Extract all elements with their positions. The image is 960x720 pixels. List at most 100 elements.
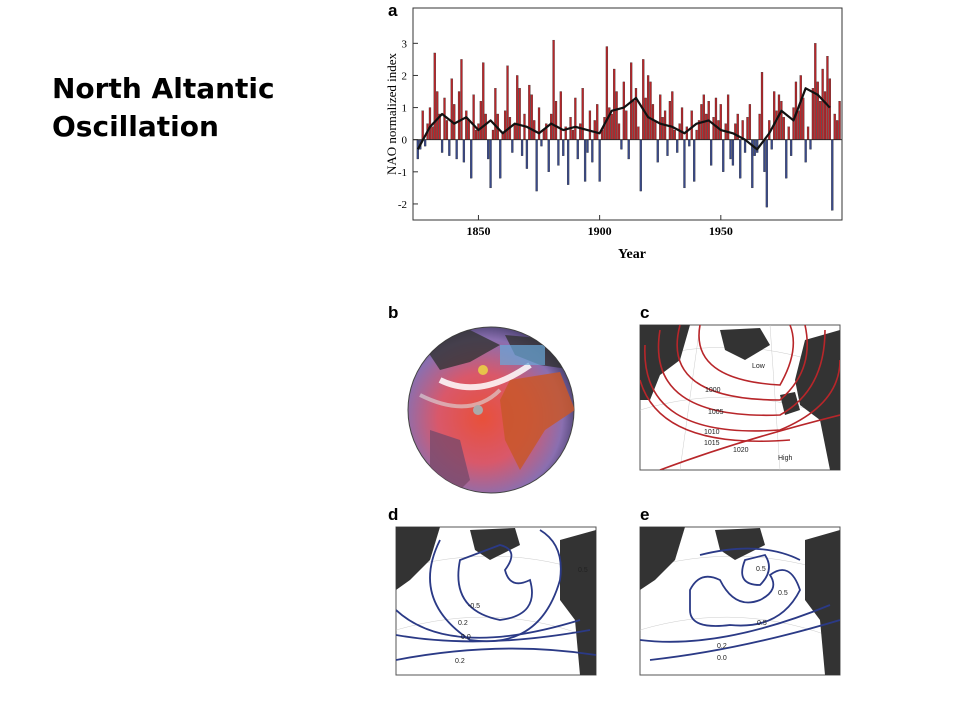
bar (634, 88, 638, 140)
bar (440, 139, 444, 153)
bar (831, 139, 834, 211)
bar (574, 97, 577, 140)
bar (613, 68, 616, 140)
bar (821, 68, 824, 140)
bar (462, 139, 466, 163)
bar (823, 91, 827, 140)
map-label: 0.2 (458, 620, 468, 627)
bar (460, 59, 463, 140)
bar (734, 123, 737, 140)
bar (763, 139, 766, 172)
bar (516, 75, 519, 140)
bar (673, 129, 676, 140)
bar (598, 139, 601, 182)
bar (520, 139, 524, 156)
bar (802, 97, 805, 140)
map-label: 0.2 (717, 643, 727, 650)
bar (583, 139, 587, 182)
bar (537, 107, 541, 140)
bar (797, 110, 800, 140)
bar (770, 139, 773, 150)
bar (525, 139, 529, 169)
bar (436, 91, 439, 140)
bar (487, 139, 490, 160)
bar (748, 104, 752, 140)
bar (785, 139, 788, 179)
bar (705, 113, 708, 140)
bar (651, 104, 655, 140)
bar (836, 120, 839, 140)
map-label: 1010 (704, 429, 720, 436)
bar (661, 117, 664, 140)
bar (484, 113, 487, 140)
bar (615, 91, 618, 140)
bar (838, 101, 841, 140)
pressure-map (639, 324, 841, 471)
bar (499, 139, 502, 179)
bar (731, 139, 735, 166)
bar (511, 139, 514, 153)
map-label: 1020 (733, 447, 749, 454)
bar (620, 139, 623, 150)
map-label: Low (752, 363, 766, 370)
bar (562, 139, 565, 156)
bar (588, 110, 592, 140)
map-label: -0.5 (468, 603, 480, 610)
smoothed-line (416, 87, 831, 151)
correlation-map (395, 526, 597, 676)
bar (559, 91, 562, 140)
map-label: 1015 (704, 440, 720, 447)
bar (566, 139, 570, 185)
bar (472, 94, 475, 140)
bar (489, 139, 492, 189)
bar (443, 97, 446, 140)
bar (714, 97, 718, 140)
bar (477, 123, 480, 140)
bar (712, 117, 715, 140)
bar (455, 139, 458, 160)
plot-frame (412, 7, 843, 221)
bar (722, 139, 725, 172)
y-tick-label: -2 (398, 199, 407, 211)
bar (632, 101, 635, 140)
bar (683, 139, 686, 189)
bar (814, 43, 817, 140)
y-axis-label: NAO normalized index (384, 52, 399, 175)
map-label: 1005 (708, 409, 724, 416)
bar (809, 139, 812, 150)
bar (457, 91, 461, 140)
x-axis-label: Year (618, 247, 646, 262)
bar (656, 139, 659, 163)
globe-map (407, 326, 575, 494)
panel-label: b (388, 303, 398, 322)
panel-label: d (388, 505, 398, 524)
y-tick-label: 3 (402, 38, 408, 50)
bar (826, 56, 829, 140)
bar (625, 110, 628, 140)
bar (792, 107, 795, 140)
bar (428, 107, 432, 140)
bar (666, 139, 669, 156)
bar (741, 120, 744, 140)
bar (719, 104, 722, 140)
correlation-map (639, 526, 841, 676)
bar (739, 139, 742, 179)
bar (654, 120, 657, 140)
bar (479, 101, 482, 140)
bar (433, 52, 436, 140)
bar (787, 126, 790, 140)
bar (586, 139, 589, 153)
bar (746, 117, 749, 140)
bar (811, 88, 815, 140)
bar (780, 101, 783, 140)
bar (445, 120, 449, 140)
bar (450, 78, 453, 140)
bar (758, 113, 761, 140)
bar (465, 110, 468, 140)
bar (765, 139, 768, 208)
bar (695, 129, 698, 140)
bar (709, 139, 713, 166)
bar (542, 129, 546, 140)
